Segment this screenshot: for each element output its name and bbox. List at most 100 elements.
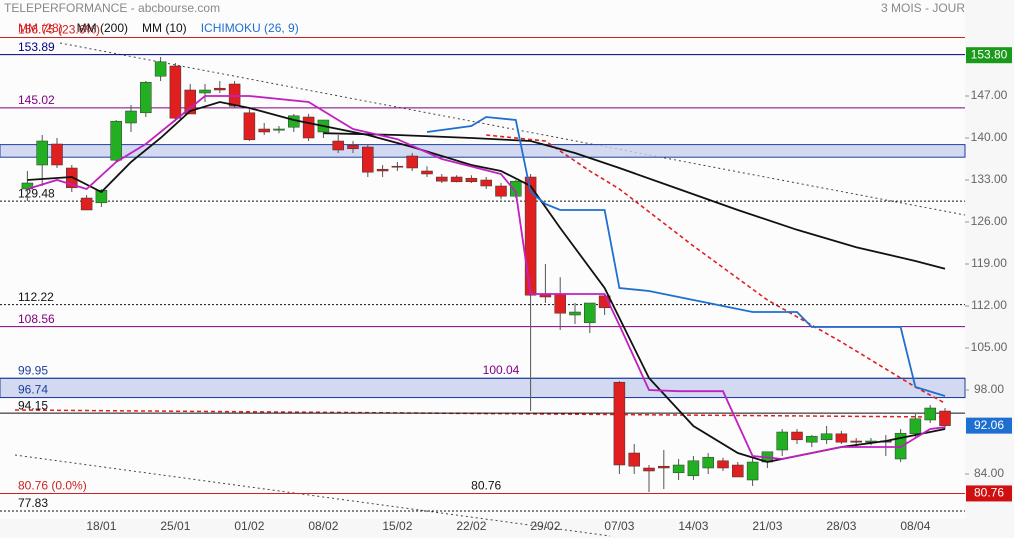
candle-body xyxy=(199,89,211,94)
candle-body xyxy=(391,165,404,168)
legend-entry: MM (28) xyxy=(18,21,63,35)
x-tick-label: 15/02 xyxy=(382,519,412,533)
candle-body xyxy=(347,144,359,150)
x-tick-label: 21/03 xyxy=(752,519,782,533)
candle-body xyxy=(820,433,833,441)
candle-body xyxy=(939,410,951,426)
candle-body xyxy=(835,433,848,443)
candle-body xyxy=(110,120,122,161)
y-tick-label: 126.00 xyxy=(971,214,1008,228)
candle-body xyxy=(154,61,167,77)
level-label: 112.22 xyxy=(18,290,54,304)
level-label: 156.75 (23.6%) xyxy=(18,23,100,37)
level-label: 94.15 xyxy=(18,398,48,412)
legend-entry: MM (10) xyxy=(142,21,187,35)
level-label: 96.74 xyxy=(18,383,48,397)
x-tick-label: 29/02 xyxy=(530,519,560,533)
candle-body xyxy=(214,87,226,91)
price-label: 80.76 xyxy=(974,486,1004,500)
candle-body xyxy=(732,464,744,478)
level-label: 108.56 xyxy=(18,312,55,326)
candle-body xyxy=(140,81,152,114)
y-tick-label: 147.00 xyxy=(971,88,1008,102)
indicator-line xyxy=(323,132,946,270)
plot-area xyxy=(0,0,965,519)
annotation: 100.04 xyxy=(483,363,520,377)
indicator-line xyxy=(27,95,946,460)
y-tick-label: 140.00 xyxy=(971,130,1008,144)
candle-body xyxy=(495,185,507,197)
y-tick-label: 84.00 xyxy=(974,466,1004,480)
level-label: 153.89 xyxy=(18,40,55,54)
candle-body xyxy=(850,440,862,443)
chart-title: TELEPERFORMANCE - abcbourse.com xyxy=(4,1,220,15)
indicator-line xyxy=(486,134,946,404)
candle-body xyxy=(806,435,818,443)
candle-body xyxy=(376,168,389,172)
x-tick-label: 07/03 xyxy=(604,519,634,533)
candle-body xyxy=(643,467,655,472)
candle-body xyxy=(80,197,93,211)
candle-body xyxy=(924,407,936,421)
annotation: 80.76 xyxy=(471,479,501,493)
y-tick-label: 119.00 xyxy=(971,256,1007,270)
x-tick-label: 28/03 xyxy=(826,519,856,533)
candle-body xyxy=(746,461,759,481)
candle-body xyxy=(273,128,285,131)
candle-body xyxy=(909,418,922,435)
indicator-line xyxy=(426,116,946,397)
candle-body xyxy=(243,112,256,141)
y-tick-label: 133.00 xyxy=(971,172,1008,186)
candle-body xyxy=(628,452,640,467)
x-tick-label: 25/01 xyxy=(160,519,190,533)
price-label-box xyxy=(966,485,1012,502)
candle-body xyxy=(95,189,108,204)
candle-body xyxy=(450,176,463,183)
candle-body xyxy=(421,170,433,175)
legend-entry: MM (200) xyxy=(77,21,128,35)
candle-body xyxy=(480,179,492,187)
y-tick-label: 105.00 xyxy=(971,340,1008,354)
trend-line xyxy=(59,42,966,216)
candle-body xyxy=(258,128,270,133)
candle-body xyxy=(184,89,196,115)
price-label: 153.80 xyxy=(971,47,1008,61)
x-tick-label: 14/03 xyxy=(678,519,708,533)
level-label: 145.02 xyxy=(18,93,55,107)
candle-body xyxy=(554,293,566,314)
price-label: 92.06 xyxy=(974,418,1004,432)
trend-line xyxy=(14,454,611,537)
x-tick-label: 08/02 xyxy=(308,519,338,533)
candle-body xyxy=(717,460,729,469)
candle-body xyxy=(302,116,315,139)
y-tick-label: 98.00 xyxy=(974,382,1004,396)
zone xyxy=(0,144,966,158)
candle-body xyxy=(51,143,63,166)
candle-body xyxy=(36,140,48,166)
candle-body xyxy=(702,456,714,469)
candle-body xyxy=(687,460,700,477)
legend-entry: ICHIMOKU (26, 9) xyxy=(201,21,299,35)
candle-body xyxy=(658,465,670,469)
candle-body xyxy=(524,176,537,296)
y-tick-label: 112.00 xyxy=(971,298,1007,312)
x-tick-label: 08/04 xyxy=(900,519,930,533)
x-tick-label: 01/02 xyxy=(234,519,264,533)
candle-body xyxy=(672,464,685,474)
candle-body xyxy=(332,140,344,151)
candle-body xyxy=(584,302,596,324)
x-tick-label: 22/02 xyxy=(456,519,486,533)
candle-body xyxy=(169,65,182,119)
candle-body xyxy=(125,110,137,124)
candle-body xyxy=(569,311,581,316)
price-label-box xyxy=(966,47,1012,64)
level-label: 80.76 (0.0%) xyxy=(18,479,87,493)
price-label-box xyxy=(966,417,1012,434)
candle-body xyxy=(362,146,374,173)
level-label: 99.95 xyxy=(18,363,48,377)
candle-body xyxy=(791,431,803,441)
candle-body xyxy=(613,381,626,466)
level-label: 77.83 xyxy=(18,496,48,510)
candle-body xyxy=(465,177,478,183)
